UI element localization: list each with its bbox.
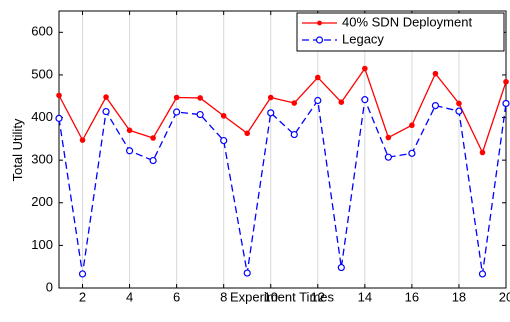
series-layer xyxy=(55,65,510,278)
legend-label-0: 40% SDN Deployment xyxy=(342,14,472,29)
y-tick-label: 500 xyxy=(31,66,53,81)
data-point-0 xyxy=(362,65,368,72)
x-tick-label: 2 xyxy=(79,290,86,305)
grid xyxy=(82,11,460,288)
data-point-0 xyxy=(56,92,62,99)
legend-marker-1 xyxy=(315,36,324,44)
data-point-1 xyxy=(384,153,392,161)
y-axis-title: Total Utility xyxy=(10,118,25,181)
data-point-1 xyxy=(196,110,204,119)
plot-area xyxy=(59,11,506,288)
legend-box xyxy=(296,12,505,52)
data-point-1 xyxy=(314,96,322,105)
data-point-1 xyxy=(455,107,463,115)
y-tick-label: 400 xyxy=(31,109,53,124)
data-point-1 xyxy=(243,269,251,277)
data-point-0 xyxy=(267,94,274,101)
data-point-1 xyxy=(173,108,181,116)
data-point-1 xyxy=(55,114,63,122)
data-point-0 xyxy=(338,99,345,105)
data-point-0 xyxy=(173,94,180,101)
data-point-0 xyxy=(479,149,486,156)
data-point-1 xyxy=(220,136,228,145)
data-point-0 xyxy=(126,127,133,134)
data-point-0 xyxy=(79,137,86,143)
y-tick-label: 300 xyxy=(31,152,53,167)
data-point-0 xyxy=(291,100,298,106)
data-point-0 xyxy=(197,95,203,101)
data-point-1 xyxy=(361,96,369,104)
x-tick-label: 18 xyxy=(452,290,466,305)
data-point-1 xyxy=(125,147,134,155)
axes-box xyxy=(58,10,507,289)
data-point-0 xyxy=(432,70,439,77)
x-tick-label: 20 xyxy=(499,290,510,305)
x-tick-label: 14 xyxy=(358,290,372,305)
legend-marker-0 xyxy=(317,20,322,26)
x-tick-label: 8 xyxy=(220,290,227,305)
data-point-1 xyxy=(337,263,345,272)
data-point-0 xyxy=(150,135,156,141)
x-tick-label: 10 xyxy=(264,290,278,305)
data-point-0 xyxy=(409,122,415,129)
x-tick-label: 6 xyxy=(173,290,180,305)
series-line-0 xyxy=(58,67,507,154)
x-tick-label: 12 xyxy=(311,290,325,305)
data-point-0 xyxy=(456,100,462,107)
data-point-1 xyxy=(149,156,157,165)
data-point-0 xyxy=(103,94,109,100)
data-point-1 xyxy=(290,130,298,139)
y-tick-label: 200 xyxy=(31,194,53,209)
x-tick-label: 4 xyxy=(126,290,133,305)
data-point-0 xyxy=(314,74,321,81)
data-point-1 xyxy=(267,109,275,117)
data-point-1 xyxy=(478,270,487,278)
data-point-1 xyxy=(502,99,510,108)
data-point-0 xyxy=(220,113,227,119)
data-point-1 xyxy=(78,270,87,278)
x-tick-label: 16 xyxy=(405,290,419,305)
data-point-1 xyxy=(102,107,110,116)
series-line-1 xyxy=(58,98,507,275)
y-tick-label: 600 xyxy=(31,24,53,39)
data-point-0 xyxy=(385,134,392,141)
data-point-1 xyxy=(431,102,440,110)
y-tick-label: 0 xyxy=(46,279,53,294)
legend: 40% SDN Deployment Legacy xyxy=(296,12,505,52)
data-point-1 xyxy=(408,149,416,157)
data-point-0 xyxy=(244,130,251,137)
data-point-0 xyxy=(503,78,509,85)
x-axis-title: Experiment Times xyxy=(230,290,335,305)
y-tick-label: 100 xyxy=(31,237,53,252)
legend-label-1: Legacy xyxy=(342,31,384,46)
